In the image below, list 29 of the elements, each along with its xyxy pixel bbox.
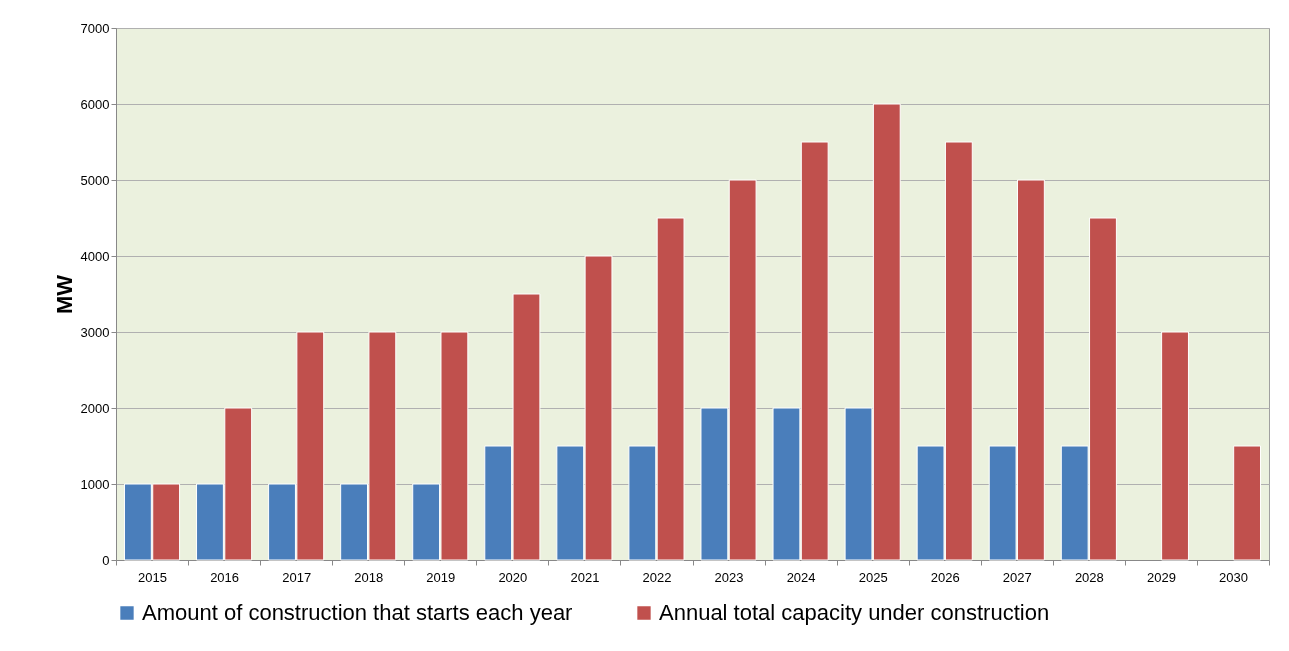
- bar: [1233, 445, 1262, 561]
- y-tick-label: 0: [102, 552, 110, 568]
- x-tick-label: 2030: [1219, 569, 1248, 585]
- legend-label: Annual total capacity under construction: [659, 600, 1050, 625]
- x-tick-label: 2019: [426, 569, 456, 585]
- x-tick-label: 2024: [786, 569, 816, 585]
- y-tick-label: 1000: [80, 476, 110, 492]
- x-tick-label: 2023: [714, 569, 744, 585]
- y-tick-label: 6000: [80, 96, 110, 112]
- x-tick-label: 2021: [570, 569, 600, 585]
- legend-label: Amount of construction that starts each year: [142, 600, 573, 625]
- y-tick-label: 7000: [80, 20, 110, 36]
- x-tick-label: 2028: [1074, 569, 1104, 585]
- x-tick-label: 2022: [642, 569, 672, 585]
- x-tick-label: 2016: [210, 569, 240, 585]
- y-axis-title: MW: [51, 274, 77, 315]
- bar: [1161, 331, 1189, 561]
- y-tick-label: 3000: [80, 324, 110, 340]
- x-tick-label: 2025: [858, 569, 888, 585]
- y-tick-label: 4000: [80, 248, 110, 264]
- y-tick-label: 5000: [80, 172, 110, 188]
- x-tick-label: 2018: [354, 569, 384, 585]
- x-tick-label: 2020: [498, 569, 528, 585]
- x-tick-label: 2015: [138, 569, 167, 585]
- y-tick-label: 2000: [80, 400, 110, 416]
- x-tick-label: 2027: [1002, 569, 1032, 585]
- x-tick-label: 2029: [1146, 569, 1176, 585]
- x-tick-label: 2017: [282, 569, 312, 585]
- x-tick-label: 2026: [930, 569, 960, 585]
